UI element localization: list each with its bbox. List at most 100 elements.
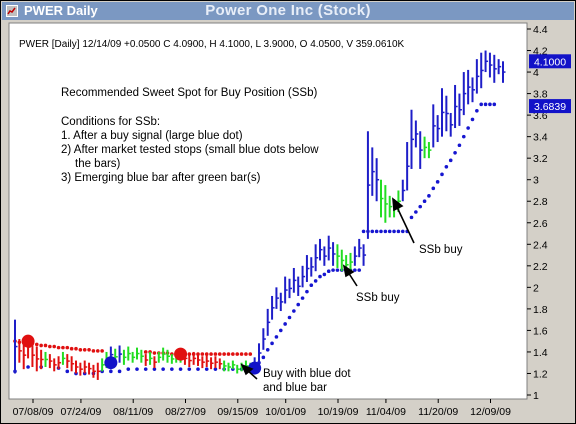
blue-stop-dot (152, 367, 157, 371)
y-tick-label: 1.8 (533, 304, 548, 316)
red-stop-dot (74, 346, 78, 351)
info-line: PWER [Daily] 12/14/09 +0.0500 C 4.0900, … (19, 39, 405, 50)
red-signal-dot (21, 334, 35, 348)
annotation-conditions-title: Conditions for SSb: (61, 116, 160, 128)
blue-stop-dot (435, 180, 440, 184)
blue-signal-dot (104, 356, 118, 370)
red-stop-dot (52, 344, 57, 349)
blue-stop-dot (492, 102, 497, 107)
y-tick-label: 1 (533, 390, 539, 402)
red-stop-dot (91, 349, 96, 353)
annotation-condition-1: 1. After a buy signal (large blue dot) (61, 130, 243, 142)
window-title: PWER Daily (24, 3, 98, 18)
blue-stop-dot (318, 274, 322, 279)
blue-stop-dot (313, 279, 318, 283)
y-tick-label: 3.4 (533, 132, 548, 144)
blue-stop-dot (26, 365, 30, 369)
blue-stop-dot (461, 134, 466, 139)
red-stop-dot (226, 352, 231, 356)
blue-stop-dot (396, 229, 401, 234)
blue-stop-dot (270, 341, 274, 346)
blue-stop-dot (287, 315, 292, 320)
blue-stop-dot (278, 328, 283, 333)
blue-stop-dot (178, 367, 183, 371)
blue-stop-dot (265, 347, 270, 352)
arrow-head-ssb-lower (342, 264, 355, 278)
blue-stop-dot (274, 335, 279, 339)
x-tick-label: 09/15/09 (217, 406, 258, 418)
y-tick-label: 3 (533, 175, 539, 187)
annotation-buy-line2: and blue bar (263, 382, 327, 394)
annotation-condition-2-cont: the bars) (75, 158, 121, 170)
price-badge-label: 3.6839 (534, 101, 566, 113)
blue-stop-dot (322, 272, 327, 277)
y-tick-label: 2 (533, 282, 539, 294)
red-stop-dot (34, 342, 39, 347)
x-tick-label: 08/27/09 (165, 406, 206, 418)
blue-stop-dot (479, 102, 484, 107)
red-stop-dot (204, 352, 209, 356)
red-stop-dot (143, 350, 148, 354)
price-badge (529, 54, 571, 69)
red-stop-dot (213, 352, 218, 356)
blue-stop-dot (292, 309, 296, 313)
blue-stop-dot (335, 268, 340, 272)
x-tick-label: 12/09/09 (470, 406, 511, 418)
blue-stop-dot (422, 199, 427, 204)
y-tick-label: 2.8 (533, 196, 548, 208)
blue-stop-dot (431, 186, 436, 191)
blue-signal-dot (248, 361, 262, 375)
y-tick-label: 4 (533, 67, 539, 79)
y-tick-label: 3.2 (533, 153, 548, 165)
blue-stop-dot (204, 367, 209, 371)
red-stop-dot (239, 352, 244, 356)
blue-stop-dot (409, 215, 414, 220)
y-tick-label: 3.6 (533, 110, 548, 122)
annotation-heading: Recommended Sweet Spot for Buy Position … (61, 87, 317, 99)
annotation-buy-line1: Buy with blue dot (263, 368, 351, 380)
red-stop-dot (65, 345, 70, 350)
title-bar: PWER Daily Power One Inc (Stock) (2, 2, 574, 20)
blue-stop-dot (453, 150, 457, 155)
red-stop-dot (95, 349, 100, 353)
blue-stop-dot (470, 117, 475, 122)
y-tick-label: 4.4 (533, 24, 548, 36)
x-tick-label: 11/20/09 (418, 406, 458, 418)
blue-stop-dot (379, 229, 383, 234)
y-tick-label: 2.6 (533, 218, 548, 230)
red-stop-dot (231, 352, 235, 356)
blue-stop-dot (353, 268, 357, 272)
blue-stop-dot (475, 109, 479, 113)
blue-stop-dot (126, 367, 131, 371)
chart-app-icon[interactable] (6, 5, 18, 17)
red-stop-dot (87, 347, 91, 352)
price-badge-label: 4.1000 (534, 56, 566, 68)
x-tick-label: 11/04/09 (366, 406, 406, 418)
blue-stop-dot (457, 143, 462, 148)
blue-stop-dot (331, 268, 335, 272)
blue-stop-dot (448, 158, 453, 163)
blue-stop-dot (143, 367, 148, 371)
x-tick-label: 08/11/09 (113, 406, 153, 418)
blue-stop-dot (300, 296, 305, 300)
blue-stop-dot (483, 102, 488, 107)
blue-stop-dot (387, 229, 392, 234)
blue-stop-dot (283, 322, 287, 326)
red-stop-dot (200, 352, 205, 356)
blue-stop-dot (488, 102, 492, 107)
red-stop-dot (56, 345, 61, 350)
arrow-head-buy (240, 363, 254, 376)
blue-stop-dot (170, 367, 174, 371)
y-tick-label: 3.8 (533, 89, 548, 101)
blue-stop-dot (213, 367, 218, 371)
blue-stop-dot (414, 210, 418, 214)
blue-stop-dot (305, 289, 309, 294)
blue-stop-dot (296, 302, 301, 307)
blue-stop-dot (400, 229, 405, 234)
x-tick-label: 07/08/09 (13, 406, 54, 418)
red-stop-dot (209, 352, 213, 356)
blue-stop-dot (161, 367, 165, 371)
red-stop-dot (39, 343, 43, 348)
blue-stop-dot (370, 229, 375, 234)
